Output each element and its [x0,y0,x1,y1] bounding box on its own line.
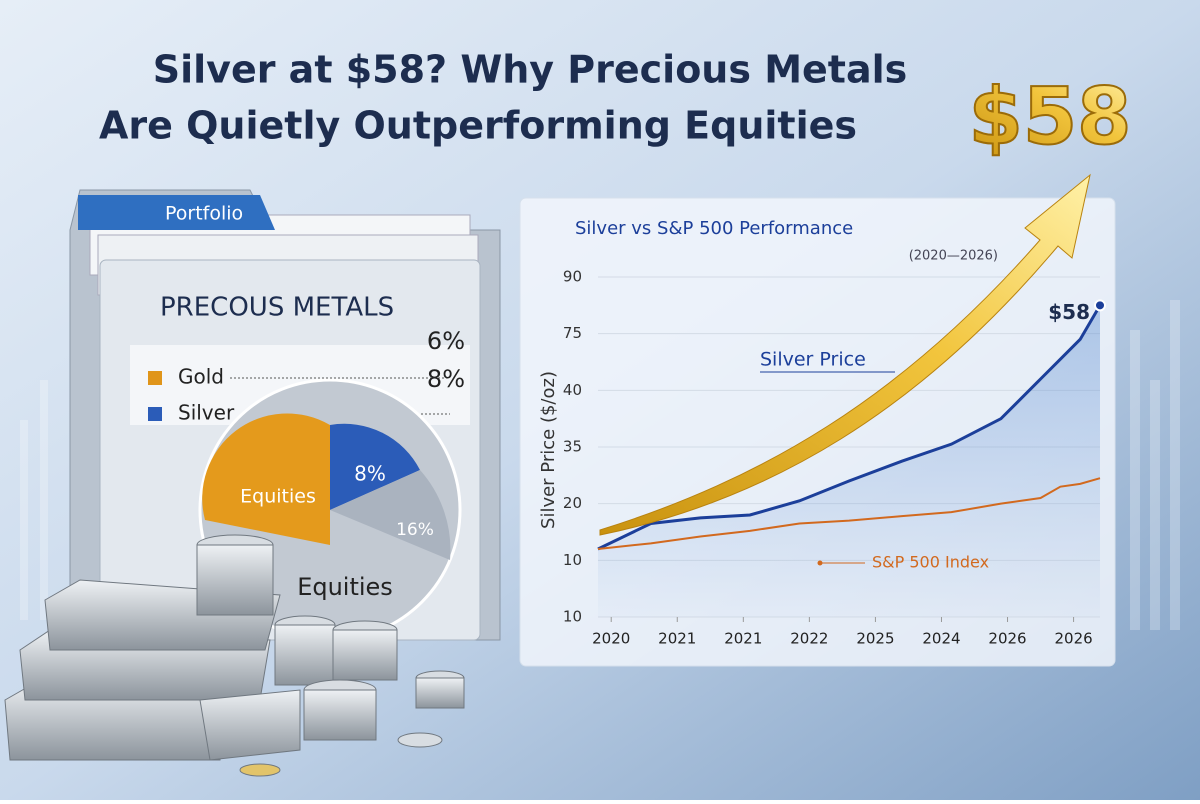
series-label: S&P 500 Index [872,553,989,572]
pie-label: 8% [354,462,386,486]
series-label: Silver Price [760,349,866,371]
x-tick-label: 2021 [724,630,762,648]
y-tick-label: 10 [563,608,582,626]
arrow [599,173,1091,536]
x-tick-label: 2026 [988,630,1026,648]
series-label-dot [817,560,823,566]
pie-label: 16% [396,520,434,540]
silver-area [598,305,1100,617]
y-tick-label: 40 [563,381,582,399]
title-line: Silver at $58? Why Precious Metals [153,48,908,92]
y-tick-label: 20 [563,494,582,512]
legend-value: 6% [427,327,465,355]
legend-label: Silver [178,401,235,425]
end-point [1094,299,1106,312]
pie-label: Equities [240,486,316,508]
x-tick-label: 2026 [1054,630,1092,648]
background-bars [20,300,1180,630]
title-line: Are Quietly Outperforming Equities [99,104,857,148]
silver-bullion [4,534,465,777]
chart-subtitle: (2020—2026) [909,249,998,264]
x-tick-label: 2020 [592,630,630,648]
x-tick-label: 2022 [790,630,828,648]
y-axis-label: Silver Price ($/oz) [538,371,559,529]
chart-title: Silver vs S&P 500 Performance [575,218,853,239]
series-line [597,477,1101,550]
point-label: $58 [1048,300,1090,324]
y-tick-label: 90 [563,268,582,286]
legend-value: 8% [427,365,465,393]
y-tick-label: 10 [563,551,582,569]
series-line [597,304,1102,551]
x-tick-label: 2024 [922,630,960,648]
x-tick-label: 2025 [856,630,894,648]
legend-label: Gold [178,365,224,389]
y-tick-label: 75 [563,324,582,342]
folder-heading: PRECOUS METALS [160,293,394,323]
pie-label: Equities [297,573,393,601]
x-tick-label: 2021 [658,630,696,648]
folder-tab: Portfolio [165,203,243,225]
y-tick-label: 35 [563,438,582,456]
folder [69,189,501,642]
price-badge: $58 [969,72,1132,162]
